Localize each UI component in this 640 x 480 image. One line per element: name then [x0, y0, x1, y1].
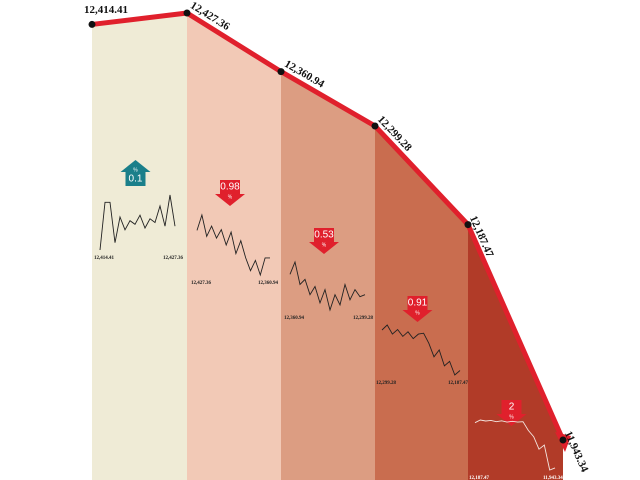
change-value: 2	[509, 402, 515, 413]
value-label: 11,943.34	[562, 429, 591, 474]
change-unit: %	[322, 242, 327, 248]
spark-start-label: 12,360.94	[284, 316, 305, 321]
column	[92, 13, 187, 480]
spark-end-label: 11,943.34	[543, 476, 563, 480]
spark-end-label: 12,299.28	[353, 316, 374, 321]
spark-end-label: 12,187.47	[448, 381, 469, 386]
change-arrow	[496, 400, 527, 426]
change-arrow	[215, 180, 245, 206]
change-unit: %	[415, 310, 420, 316]
point	[277, 68, 285, 76]
change-arrow	[309, 228, 339, 254]
point	[88, 20, 96, 28]
sparkline	[381, 324, 461, 376]
value-label: 12,414.41	[84, 4, 128, 16]
spark-start-label: 12,414.41	[94, 256, 115, 261]
spark-end-label: 12,360.94	[258, 281, 279, 286]
change-unit: %	[509, 414, 514, 420]
column	[468, 224, 563, 480]
change-value: 0.98	[220, 182, 240, 193]
point	[464, 221, 472, 229]
change-value: 0.53	[314, 230, 334, 241]
sparkline	[99, 194, 176, 251]
change-unit: %	[133, 167, 138, 173]
point	[559, 436, 567, 444]
point	[371, 122, 379, 130]
point	[183, 9, 191, 17]
spark-start-label: 12,427.36	[191, 281, 212, 286]
index-line	[91, 10, 566, 442]
sparkline	[474, 419, 556, 471]
column	[281, 71, 375, 480]
spark-end-label: 12,427.36	[163, 256, 184, 261]
spark-start-label: 12,299.28	[376, 381, 397, 386]
change-arrow	[402, 296, 433, 322]
change-value: 0.1	[129, 174, 143, 185]
change-arrow	[120, 160, 151, 186]
change-unit: %	[228, 194, 233, 200]
sparkline	[289, 260, 366, 312]
spark-start-label: 12,187.47	[469, 476, 490, 480]
change-value: 0.91	[408, 298, 428, 309]
sparkline	[196, 213, 270, 277]
